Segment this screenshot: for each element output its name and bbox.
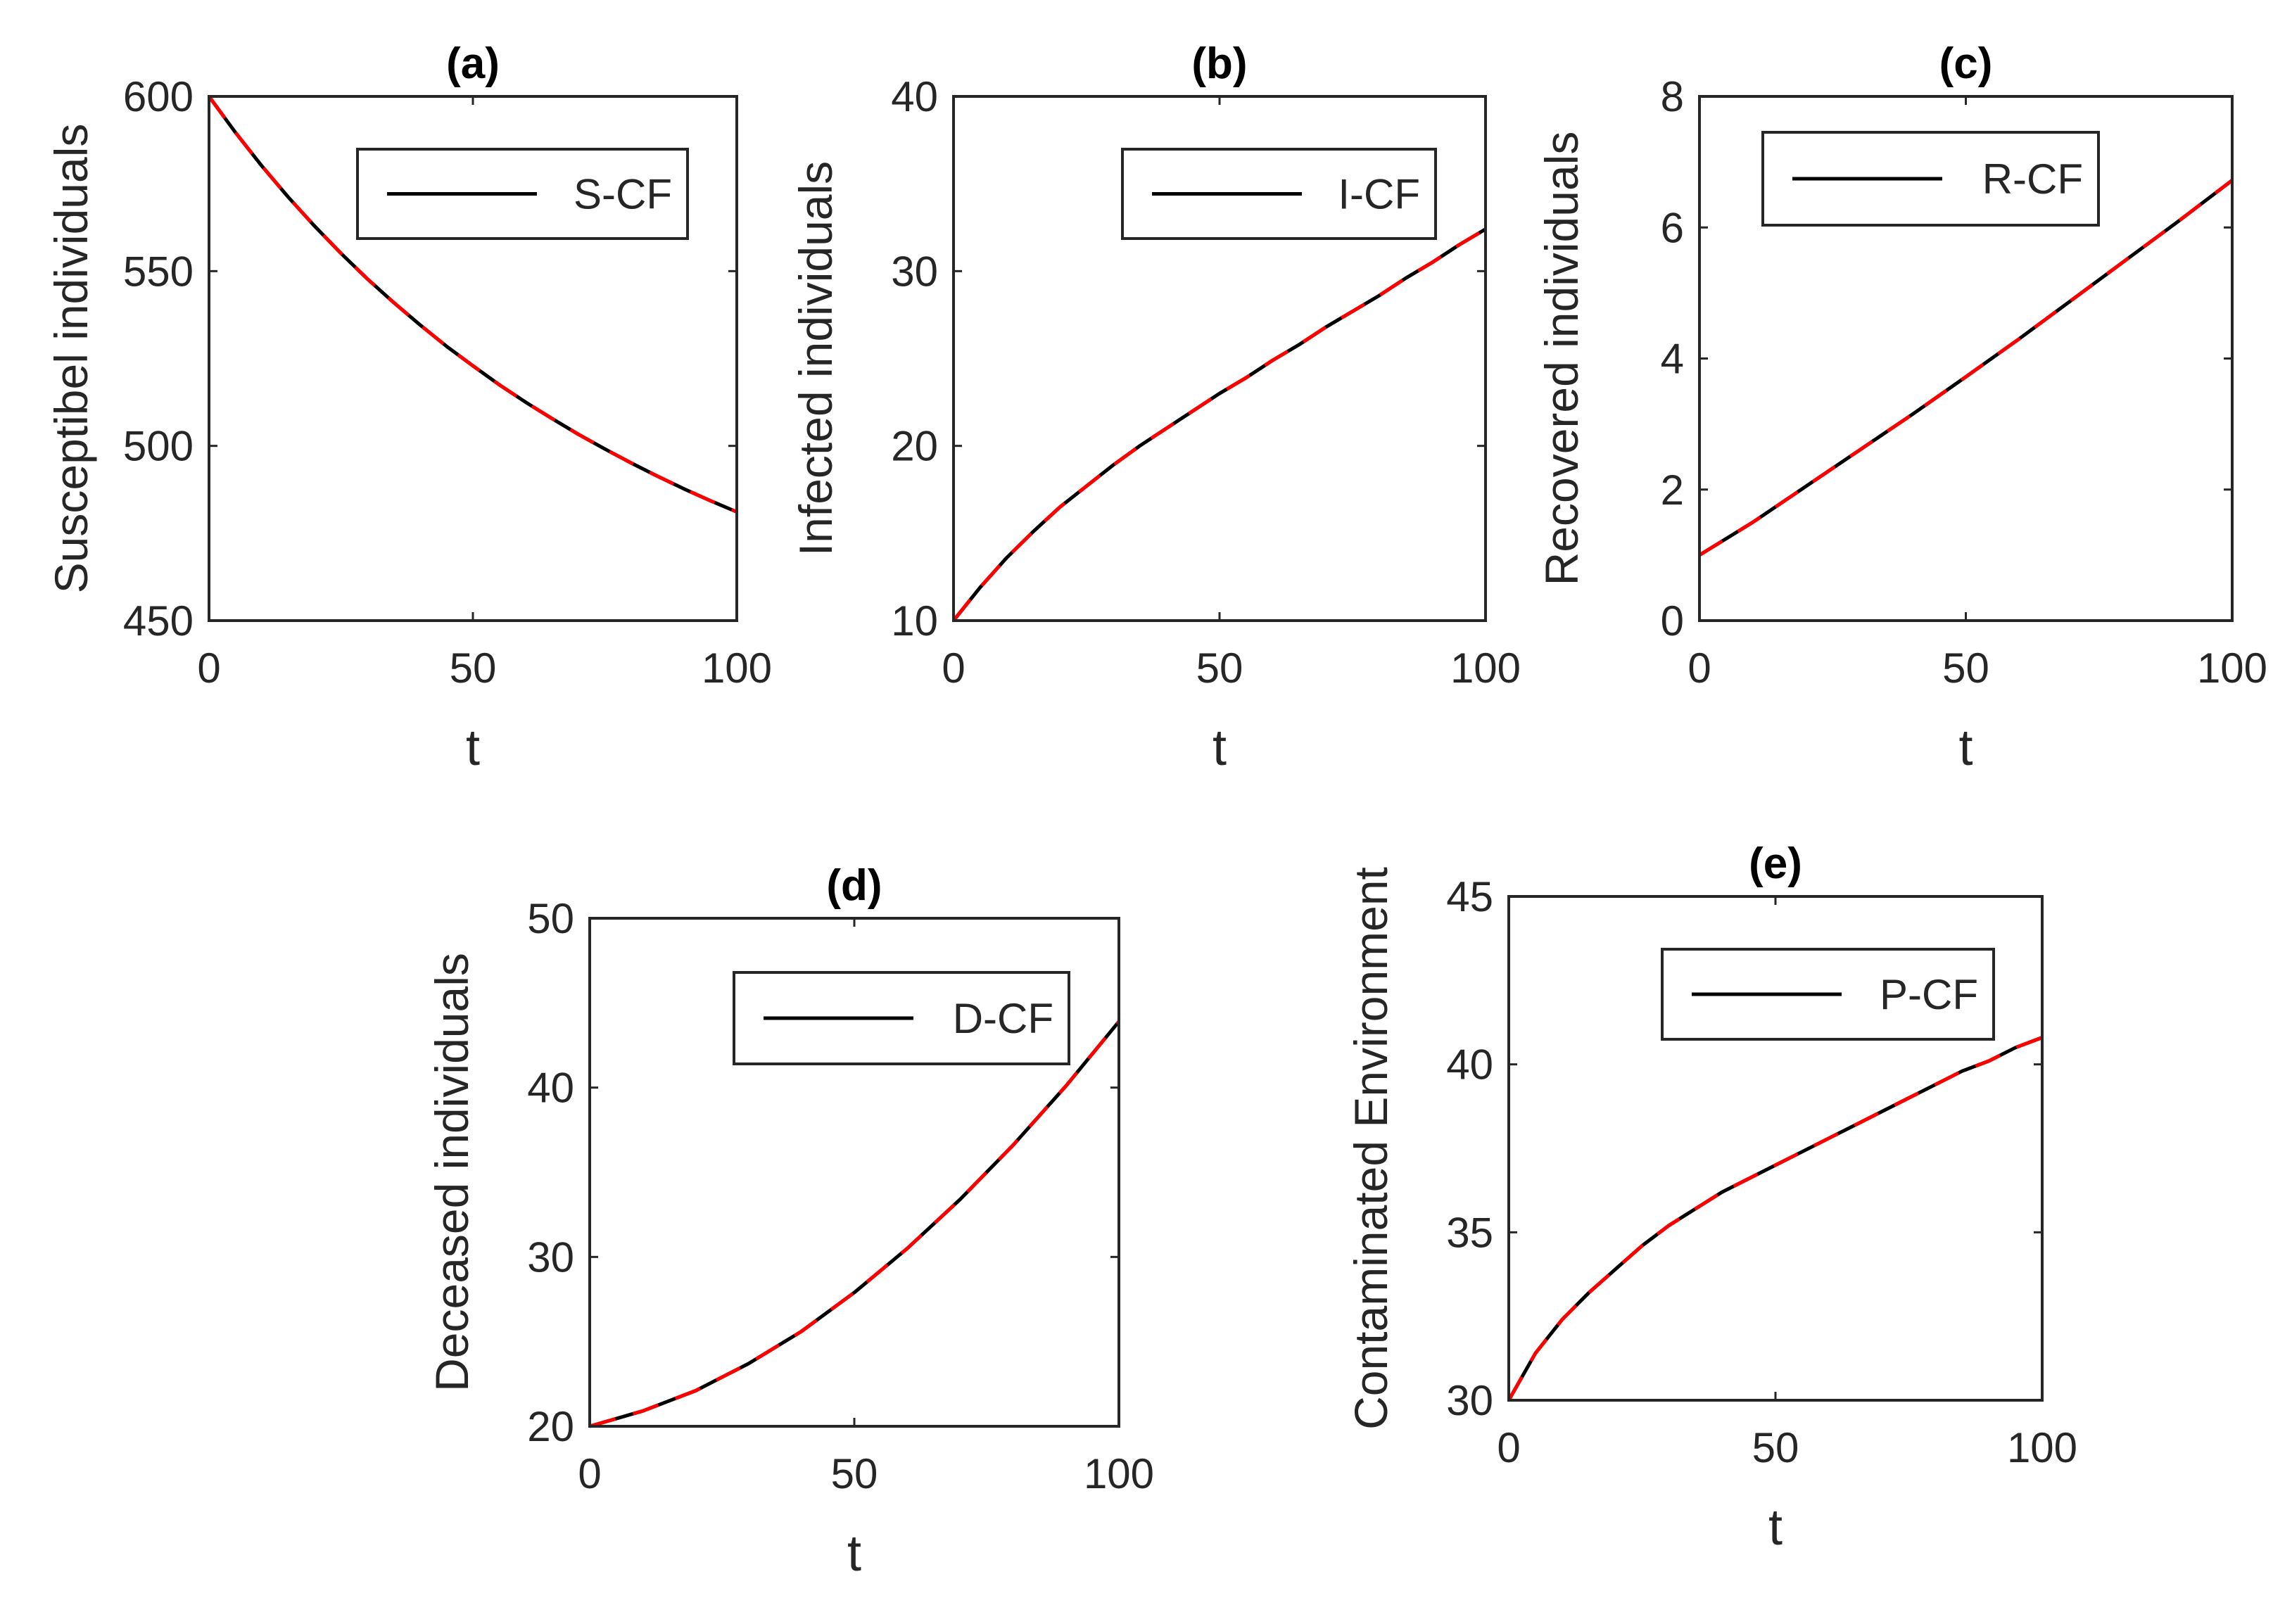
y-tick-label-b: 10 xyxy=(891,597,938,645)
x-tick-label-e: 50 xyxy=(1752,1424,1799,1471)
y-tick-label-b: 30 xyxy=(891,248,938,295)
series-line-overlay-e xyxy=(1507,1036,2043,1402)
chart-title-c: (c) xyxy=(1939,39,1993,88)
series-line-overlay-a xyxy=(207,95,737,514)
y-tick-label-a: 600 xyxy=(123,73,194,120)
y-tick-label-c: 4 xyxy=(1661,336,1684,383)
x-tick-label-c: 100 xyxy=(2197,645,2267,692)
chart-title-b: (b) xyxy=(1191,39,1247,88)
y-axis-label-a: Susceptibel individuals xyxy=(45,124,97,594)
x-axis-label-e: t xyxy=(1768,1499,1783,1556)
y-axis-label-d: Deceased individuals xyxy=(426,953,478,1392)
x-tick-label-d: 100 xyxy=(1084,1450,1154,1497)
x-tick-label-b: 100 xyxy=(1450,645,1521,692)
y-tick-label-a: 500 xyxy=(123,423,194,470)
x-tick-label-e: 0 xyxy=(1497,1424,1520,1471)
y-tick-label-c: 0 xyxy=(1661,597,1684,645)
y-tick-label-b: 20 xyxy=(891,423,938,470)
y-tick-label-d: 40 xyxy=(527,1065,574,1112)
x-tick-label-a: 100 xyxy=(702,645,772,692)
chart-title-e: (e) xyxy=(1749,839,1802,888)
chart-c: 0 50 100 0 2 4 6 8 t Recovered individuals (c) R-CF xyxy=(1536,39,2267,776)
x-tick-label-c: 0 xyxy=(1688,645,1711,692)
y-tick-label-b: 40 xyxy=(891,73,938,120)
legend-label-a: S-CF xyxy=(574,171,672,218)
chart-e: 0 50 100 30 35 40 45 t Contaminated Environment (… xyxy=(1345,839,2077,1556)
y-tick-label-e: 35 xyxy=(1446,1209,1493,1256)
x-tick-label-a: 50 xyxy=(450,645,497,692)
y-tick-label-d: 50 xyxy=(527,895,574,942)
chart-d: 0 50 100 20 30 40 50 t Deceased individuals (d) D-… xyxy=(426,861,1154,1582)
series-line-overlay-d xyxy=(589,1020,1120,1428)
x-axis-label-b: t xyxy=(1213,720,1227,776)
x-tick-label-e: 100 xyxy=(2007,1424,2077,1471)
legend-label-d: D-CF xyxy=(953,995,1053,1042)
chart-title-d: (d) xyxy=(826,861,882,910)
y-axis-label-e: Contaminated Environment xyxy=(1345,867,1397,1430)
y-tick-label-c: 8 xyxy=(1661,73,1684,120)
series-line-overlay-c xyxy=(1698,179,2234,557)
legend-label-e: P-CF xyxy=(1880,971,1978,1018)
y-tick-label-c: 6 xyxy=(1661,204,1684,251)
series-line-overlay-b xyxy=(952,227,1487,622)
y-tick-label-d: 20 xyxy=(527,1403,574,1450)
legend-c: R-CF xyxy=(1761,131,2100,227)
legend-label-c: R-CF xyxy=(1982,156,2083,203)
y-axis-label-b: Infected individuals xyxy=(790,161,842,556)
y-tick-label-d: 30 xyxy=(527,1233,574,1281)
legend-b: I-CF xyxy=(1121,148,1437,240)
x-tick-label-d: 0 xyxy=(578,1450,601,1497)
y-tick-label-e: 30 xyxy=(1446,1377,1493,1424)
chart-title-a: (a) xyxy=(446,39,500,88)
legend-label-b: I-CF xyxy=(1338,171,1420,218)
x-tick-label-a: 0 xyxy=(197,645,220,692)
x-tick-label-d: 50 xyxy=(831,1450,878,1497)
x-tick-label-b: 50 xyxy=(1196,645,1243,692)
y-axis-label-c: Recovered individuals xyxy=(1536,132,1588,586)
x-axis-label-d: t xyxy=(847,1525,861,1582)
legend-e: P-CF xyxy=(1661,948,1995,1041)
x-axis-label-a: t xyxy=(466,720,480,776)
y-tick-label-e: 45 xyxy=(1446,873,1493,920)
y-tick-label-e: 40 xyxy=(1446,1041,1493,1089)
y-tick-label-c: 2 xyxy=(1661,467,1684,514)
chart-a: 0 50 100 450 500 550 600 t Susceptibel individua… xyxy=(45,39,772,776)
x-axis-label-c: t xyxy=(1958,720,1973,776)
x-tick-label-b: 0 xyxy=(942,645,965,692)
y-tick-label-a: 550 xyxy=(123,248,194,295)
chart-b: 0 50 100 10 20 30 40 t Infected individuals (b) I-… xyxy=(790,39,1521,776)
y-tick-label-a: 450 xyxy=(123,597,194,645)
legend-d: D-CF xyxy=(733,971,1070,1065)
legend-a: S-CF xyxy=(356,148,689,240)
x-tick-label-c: 50 xyxy=(1942,645,1989,692)
